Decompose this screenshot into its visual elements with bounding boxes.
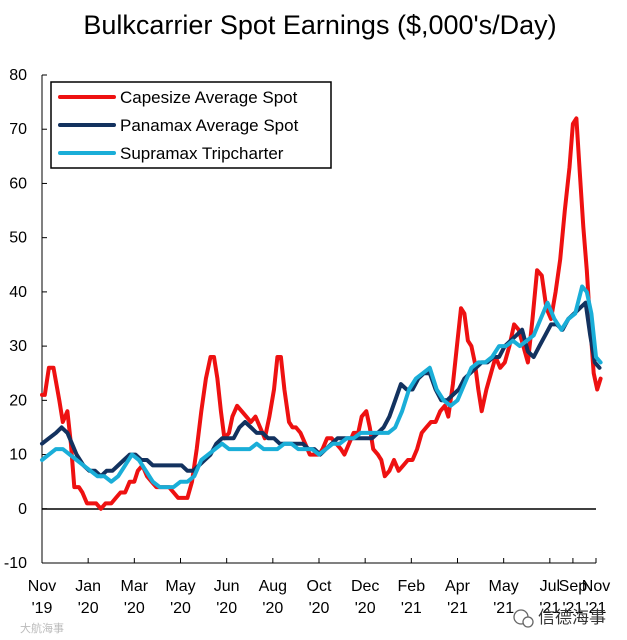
x-tick-label-year: '21 (493, 600, 514, 617)
x-tick-label-month: Dec (351, 578, 379, 595)
watermark-text-right: 信德海事 (538, 608, 606, 627)
series-line-supramax (40, 284, 603, 490)
legend-label-capesize: Capesize Average Spot (120, 88, 298, 107)
series-lines (40, 116, 603, 511)
legend-entry-panamax: Panamax Average Spot (58, 116, 299, 135)
legend-label-supramax: Supramax Tripcharter (120, 144, 284, 163)
x-tick-label-month: Nov (28, 578, 56, 595)
x-axis-ticks: Nov '19 Jan '20 Mar '20 May '20 Jun '20 Aug '20 Oct '… (28, 558, 610, 617)
x-tick-label-year: '21 (539, 600, 560, 617)
y-tick-label: 20 (9, 392, 27, 409)
x-tick-label-year: '21 (447, 600, 468, 617)
y-axis-ticks: -10 0 10 20 30 40 50 60 70 80 (4, 67, 47, 572)
x-tick-label-month: Jun (214, 578, 240, 595)
x-tick-label-month: Apr (445, 578, 471, 595)
x-tick-label-year: '21 (586, 600, 607, 617)
x-tick-label-month: Sep (559, 578, 588, 595)
x-tick-label-month: Oct (307, 578, 332, 595)
x-tick-label-month: May (165, 578, 195, 595)
x-tick-label-year: '21 (401, 600, 422, 617)
y-tick-label: 60 (9, 175, 27, 192)
x-tick-label-month: Aug (259, 578, 287, 595)
x-tick-label-month: May (489, 578, 519, 595)
y-tick-label: -10 (4, 555, 27, 572)
x-tick-label-month: Jan (75, 578, 101, 595)
x-tick-label-month: Nov (582, 578, 610, 595)
chart-title: Bulkcarrier Spot Earnings ($,000's/Day) (83, 10, 556, 40)
x-tick-label-year: '20 (78, 600, 99, 617)
y-tick-label: 10 (9, 447, 27, 464)
y-tick-label: 0 (18, 501, 27, 518)
x-tick-label-year: '20 (309, 600, 330, 617)
legend-entry-capesize: Capesize Average Spot (58, 88, 298, 107)
wechat-icon-secondary (522, 616, 534, 628)
watermark-bottom-right: 信德海事 (513, 608, 606, 628)
x-tick-label-month: Jul (540, 578, 560, 595)
watermark-text-left: 大航海事 (20, 621, 64, 635)
x-tick-label-year: '19 (32, 600, 53, 617)
y-tick-label: 80 (9, 67, 27, 84)
x-tick-label-year: '20 (216, 600, 237, 617)
x-tick-label-year: '20 (355, 600, 376, 617)
legend-label-panamax: Panamax Average Spot (120, 116, 299, 135)
y-tick-label: 40 (9, 284, 27, 301)
x-tick-label-year: '20 (170, 600, 191, 617)
x-tick-label-year: '20 (262, 600, 283, 617)
y-tick-label: 30 (9, 338, 27, 355)
x-tick-label-month: Mar (121, 578, 149, 595)
y-tick-label: 70 (9, 121, 27, 138)
x-tick-label-year: '21 (562, 600, 583, 617)
y-tick-label: 50 (9, 230, 27, 247)
legend-entry-supramax: Supramax Tripcharter (58, 144, 284, 163)
watermark-bottom-left: 大航海事 (20, 621, 64, 635)
x-tick-label-month: Feb (398, 578, 426, 595)
x-tick-label-year: '20 (124, 600, 145, 617)
chart-legend: Capesize Average Spot Panamax Average Sp… (50, 81, 332, 169)
